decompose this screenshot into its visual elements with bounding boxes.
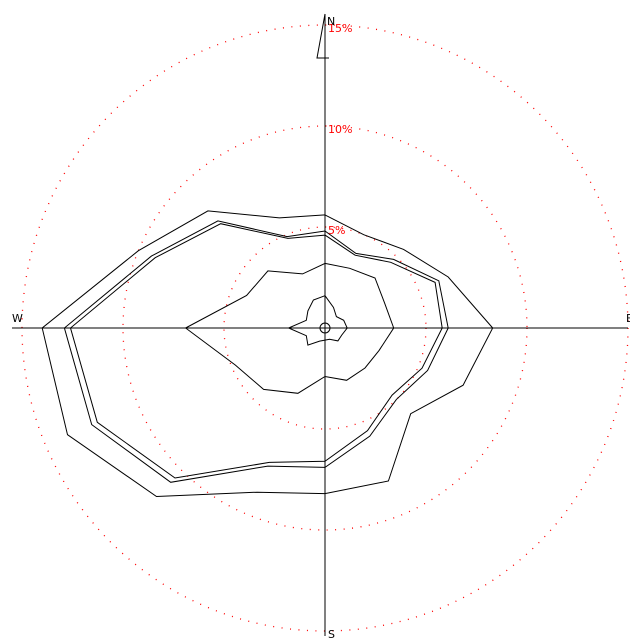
calm-circle [319,322,331,334]
frequency-polygon-5 [41,210,494,498]
frequency-polygons [41,210,494,498]
compass-label-w: W [12,312,23,325]
frequency-polygon-4 [63,220,449,483]
compass-axes [12,14,628,636]
compass-label-n: N [327,15,335,28]
compass-label-s: S [328,628,335,639]
ring-label-15: 15% [328,22,352,35]
ring-label-10: 10% [328,123,352,136]
frequency-polygon-2 [184,262,395,394]
ring-label-5: 5% [328,224,345,237]
frequency-polygon-3 [69,223,443,479]
frequency-polygon-1 [287,295,348,346]
north-arrow-icon [316,13,329,59]
ring-labels: 5% 10% 15% [328,22,352,237]
compass-label-e: E [626,312,630,325]
